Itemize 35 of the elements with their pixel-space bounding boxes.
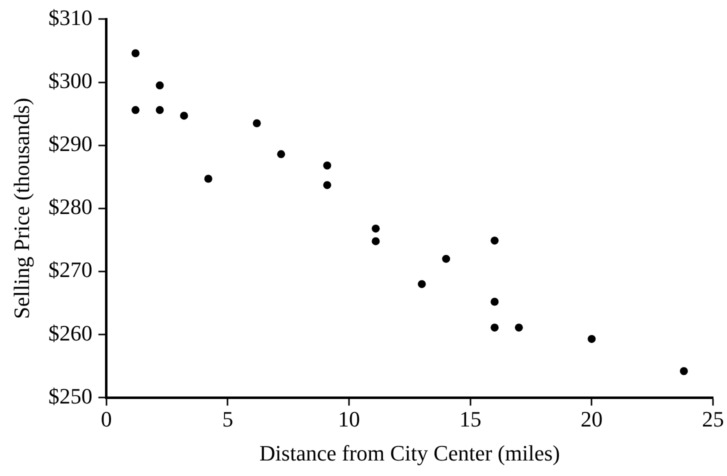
point	[442, 254, 450, 263]
x-tick-label: 10	[338, 406, 360, 432]
point	[132, 49, 140, 58]
x-tick-label: 25	[702, 406, 724, 432]
point	[156, 106, 164, 114]
point	[372, 224, 380, 233]
y-tick-label: $260	[48, 320, 92, 346]
x-tick-label: 15	[459, 406, 482, 432]
point	[252, 119, 261, 128]
point	[418, 280, 426, 288]
y-tick-label: $300	[48, 68, 92, 94]
y-tick-label: $310	[48, 4, 92, 30]
x-tick-label: 0	[100, 406, 112, 432]
point	[680, 367, 688, 376]
point	[180, 112, 188, 120]
point	[490, 298, 499, 306]
y-tick-label: $280	[48, 194, 92, 220]
point	[277, 150, 286, 158]
y-axis-title: Selling Price (thousands)	[8, 98, 34, 319]
x-tick-label: 5	[222, 406, 234, 432]
point	[372, 237, 380, 246]
y-tick-label: $290	[48, 131, 92, 156]
y-tick-label: $250	[48, 383, 92, 408]
point	[490, 236, 499, 245]
point	[588, 334, 596, 343]
y-tick-label: $270	[48, 257, 92, 282]
point	[490, 324, 499, 332]
point	[132, 106, 140, 114]
point	[323, 162, 332, 170]
x-tick-label: 20	[580, 406, 603, 432]
x-axis-title: Distance from City Center (miles)	[259, 440, 560, 466]
point	[323, 181, 332, 190]
point	[514, 324, 523, 332]
point	[156, 81, 164, 90]
point	[204, 174, 212, 183]
